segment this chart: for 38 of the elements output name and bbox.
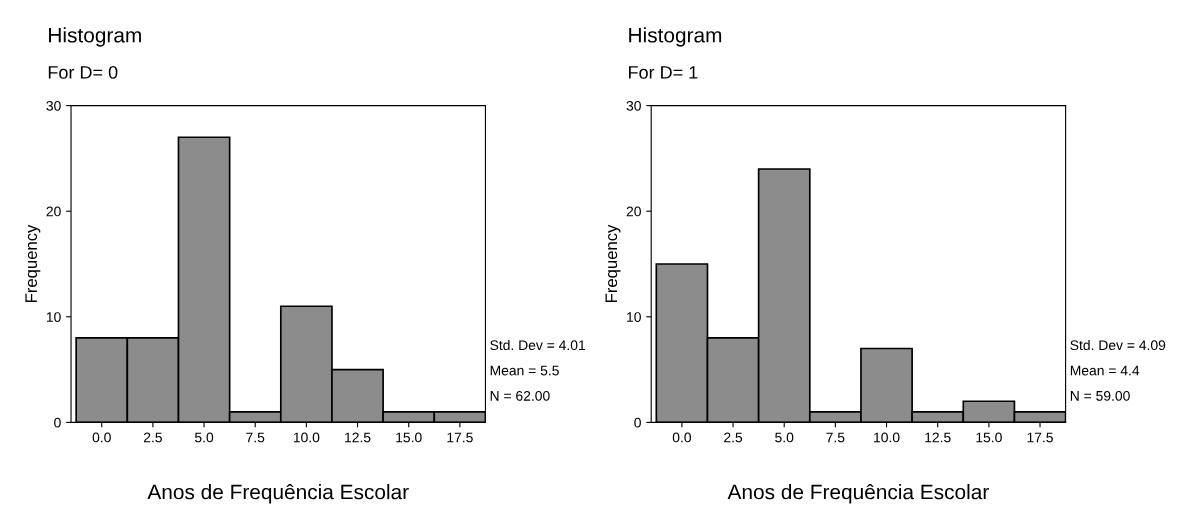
y-axis-title: Frequency	[605, 224, 621, 302]
y-tick-label: 10	[627, 312, 641, 322]
x-tick-label: 7.5	[246, 432, 265, 443]
x-tick-label: 10.0	[293, 432, 320, 443]
x-tick-label: 15.0	[976, 432, 1002, 443]
x-tick-label: 2.5	[724, 432, 743, 443]
x-axis-title: Anos de Frequência Escolar	[727, 483, 989, 504]
y-tick-label: 0	[54, 417, 61, 428]
text: Mean = 5.5	[490, 365, 559, 376]
chart-subtitle: For D= 0	[48, 65, 118, 79]
x-tick-label: 10.0	[874, 432, 900, 443]
chart-title: Histogram	[629, 27, 722, 47]
text: Mean = 4.4	[1070, 365, 1140, 376]
chart-subtitle: For D= 1	[629, 66, 698, 79]
text: N = 62.00	[490, 390, 550, 401]
y-tick-label: 0	[634, 417, 641, 428]
y-axis-title: Frequency	[25, 224, 41, 302]
x-tick-label: 0.0	[672, 432, 692, 443]
x-tick-label: 12.5	[925, 432, 951, 443]
text: Std. Dev = 4.09	[1070, 339, 1166, 351]
x-axis-title: Anos de Frequência Escolar	[147, 483, 409, 504]
x-tick-label: 5.0	[775, 432, 794, 443]
text: Std. Dev = 4.01	[490, 339, 586, 351]
x-tick-label: 0.0	[92, 432, 111, 443]
x-tick-label: 17.5	[447, 432, 473, 443]
x-tick-label: 15.0	[396, 432, 422, 443]
x-tick-label: 17.5	[1027, 432, 1053, 443]
y-tick-label: 30	[626, 100, 641, 111]
y-tick-label: 10	[46, 312, 61, 322]
y-tick-label: 20	[46, 206, 61, 217]
text: N = 59.00	[1070, 390, 1130, 401]
x-tick-label: 7.5	[826, 432, 845, 443]
x-tick-label: 5.0	[194, 432, 214, 443]
x-tick-label: 12.5	[345, 432, 371, 443]
chart-title: Histogram	[49, 27, 141, 47]
y-tick-label: 20	[626, 206, 641, 217]
y-tick-label: 30	[46, 100, 61, 111]
x-tick-label: 2.5	[143, 432, 162, 443]
